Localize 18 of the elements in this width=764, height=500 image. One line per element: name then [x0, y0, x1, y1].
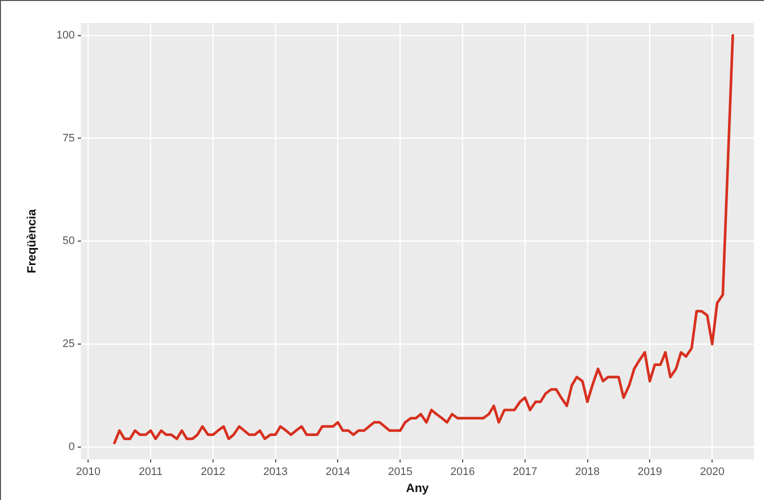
- x-tick-label: 2019: [638, 466, 662, 478]
- x-tick-label: 2010: [76, 466, 100, 478]
- y-tick-label: 0: [68, 441, 75, 454]
- x-tick-label: 2016: [450, 466, 475, 478]
- x-tick-label: 2018: [575, 466, 600, 478]
- x-tick-label: 2015: [388, 466, 412, 478]
- x-tick-label: 2013: [263, 466, 288, 478]
- x-axis-title: Any: [406, 481, 430, 496]
- x-tick-label: 2014: [326, 466, 350, 478]
- y-axis-title: Freqüència: [24, 208, 39, 274]
- y-tick-label: 75: [62, 132, 75, 144]
- x-tick-label: 2017: [512, 466, 538, 478]
- x-tick-label: 2011: [138, 466, 162, 478]
- y-tick-label: 100: [56, 29, 75, 42]
- x-tick-label: 2020: [700, 466, 724, 478]
- y-tick-label: 25: [62, 338, 75, 350]
- y-tick-label: 50: [62, 235, 75, 248]
- x-tick-label: 2012: [200, 466, 226, 478]
